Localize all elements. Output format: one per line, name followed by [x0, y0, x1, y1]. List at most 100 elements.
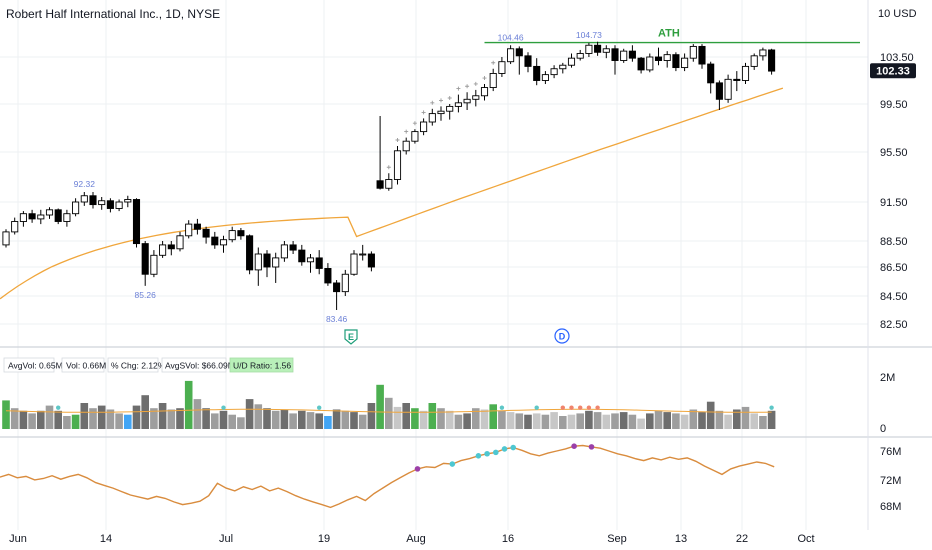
volume-bar [341, 410, 350, 429]
tight-close-marker [439, 98, 443, 103]
currency-badge[interactable]: 10 USD [878, 8, 917, 20]
time-axis-tick: Oct [797, 533, 814, 545]
candle-body [567, 57, 576, 66]
volume-bar [271, 410, 280, 429]
candle-body [489, 72, 497, 88]
volume-dot [769, 405, 774, 410]
volume-bar [19, 410, 28, 429]
candle-body [715, 82, 723, 100]
candlesticks [2, 41, 776, 310]
volume-bar [132, 405, 141, 429]
price-axis-tick: 103.50 [880, 52, 914, 64]
candle-body [11, 221, 19, 233]
price-axis-tick: 88.50 [880, 236, 908, 248]
candle-body [524, 55, 532, 67]
candle-body [45, 209, 54, 216]
candle-body [585, 44, 593, 54]
tight-close-marker [430, 100, 435, 105]
price-axis-tick: 86.50 [880, 262, 908, 274]
tight-close-marker [491, 60, 496, 65]
time-axis-tick: Jul [219, 533, 233, 545]
volume-bar [367, 403, 376, 429]
candle-body [367, 253, 375, 268]
volume-bar [106, 409, 115, 429]
time-axis-tick: 19 [318, 533, 330, 545]
volume-stat-avgvol: AvgVol: 0.65M [8, 361, 63, 371]
volume-dot [499, 405, 505, 410]
candle-body [507, 48, 515, 63]
candle-body [167, 244, 175, 250]
candle-body [132, 199, 141, 245]
volume-bar [376, 384, 384, 429]
rs-dot [501, 446, 508, 452]
earnings-marker[interactable]: E [344, 329, 358, 345]
time-axis-tick: 13 [675, 533, 687, 545]
price-axis[interactable]: 103.50 99.50 95.50 91.50 88.50 86.50 84.50 82.5… [880, 52, 914, 331]
rs-dot [493, 449, 499, 456]
candle-body [385, 179, 393, 189]
volume-bar [741, 406, 750, 429]
time-axis[interactable]: Jun 14 Jul 19 Aug 16 Sep 13 22 Oct [9, 533, 814, 545]
rs-axis-tick-72: 72M [880, 475, 901, 487]
candle-body [759, 49, 767, 57]
candle-body [698, 45, 706, 65]
candle-body [219, 239, 228, 246]
last-price-text: 102.33 [876, 66, 910, 78]
volume-bar [228, 414, 236, 429]
price-axis-tick: 95.50 [880, 147, 908, 159]
candle-body [402, 140, 410, 152]
volume-bar [289, 413, 297, 429]
tight-close-marker [447, 96, 452, 100]
volume-bar [89, 408, 97, 429]
volume-bar [567, 414, 576, 429]
volume-dot [56, 405, 61, 410]
candle-body [602, 48, 610, 53]
relative-strength-dots [414, 443, 595, 472]
volume-bar [646, 413, 654, 429]
tight-close-marker [421, 110, 426, 115]
tight-close-marker [456, 86, 461, 91]
tight-close-marker [412, 121, 417, 126]
volume-bar [63, 416, 71, 429]
time-axis-tick: 22 [736, 533, 748, 545]
tight-close-markers [386, 60, 496, 170]
chart-title: Robert Half International Inc., 1D, NYSE [6, 7, 220, 21]
price-annotation: 92.32 [74, 179, 96, 189]
candle-body [333, 282, 341, 293]
tight-close-marker [482, 76, 487, 81]
candle-body [106, 200, 114, 209]
dividend-marker[interactable]: D [554, 328, 570, 344]
volume-bar [463, 413, 471, 429]
volume-bar [559, 416, 567, 429]
price-annotations: 92.32 85.26 83.46 104.46 104.73 [74, 30, 603, 324]
ath-label: ATH [658, 28, 680, 40]
volume-dot [534, 405, 539, 410]
candle-body [541, 74, 549, 81]
rs-dot [475, 453, 482, 459]
volume-bar [532, 413, 541, 429]
last-price-label: 102.33 [870, 63, 916, 79]
candle-body [246, 235, 254, 271]
candle-body [437, 110, 445, 115]
candle-body [663, 54, 671, 61]
candle-body [193, 223, 201, 230]
volume-bar [733, 409, 741, 429]
candle-body [654, 56, 663, 61]
rs-dot [484, 450, 490, 457]
candle-body [280, 244, 288, 259]
candle-body [19, 213, 27, 222]
volume-bar [767, 410, 776, 429]
volume-bar [358, 414, 367, 429]
candle-body [159, 244, 167, 256]
tight-close-marker [404, 129, 409, 134]
volume-bar [689, 409, 698, 429]
volume-dot [569, 405, 574, 410]
price-annotation: 104.73 [576, 30, 602, 40]
volume-bar [202, 408, 210, 429]
volume-bar [141, 395, 149, 429]
earnings-marker-label: E [348, 332, 354, 342]
volume-bar [254, 404, 263, 429]
volume-bar [411, 408, 419, 429]
time-axis-tick: Jun [9, 533, 27, 545]
candle-body [37, 214, 45, 220]
